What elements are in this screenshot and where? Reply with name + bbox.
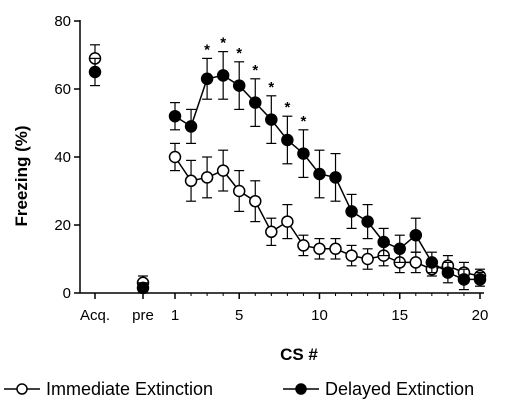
delayed-data-point [329, 171, 342, 184]
x-tick-label: 5 [235, 307, 243, 324]
significance-star: * [300, 113, 306, 130]
delayed-data-point [345, 205, 358, 218]
significance-star: * [236, 45, 242, 62]
delayed-data-point [409, 228, 423, 242]
legend-open-circle-icon [16, 383, 28, 395]
delayed-data-point [281, 133, 294, 147]
immediate-data-point [361, 252, 374, 266]
delayed-data-point [457, 273, 471, 286]
y-tick-label: 40 [54, 149, 71, 166]
x-tick-label: 20 [472, 307, 489, 324]
legend-item-immediate: Immediate Extinction [4, 379, 213, 399]
significance-star: * [268, 79, 274, 96]
delayed-data-point [313, 167, 326, 181]
delayed-data-point [425, 256, 439, 269]
delayed-data-point [393, 242, 406, 256]
legend-filled-circle-icon [295, 383, 307, 395]
delayed-data-point [200, 72, 214, 86]
delayed-data-point [473, 273, 487, 286]
significance-star: * [204, 41, 210, 58]
legend-label-immediate: Immediate Extinction [46, 379, 213, 399]
immediate-data-point [184, 174, 198, 188]
delayed-data-point [232, 79, 246, 92]
legend: Immediate Extinction Delayed Extinction [4, 379, 474, 399]
immediate-data-point [232, 184, 246, 198]
immediate-data-point [329, 242, 342, 256]
delayed-data-point [216, 69, 230, 82]
immediate-data-point [200, 171, 214, 184]
immediate-data-point [168, 150, 182, 164]
x-tick-label: 10 [311, 307, 328, 324]
y-axis-label: Freezing (%) [12, 125, 31, 226]
delayed-data-point [249, 96, 262, 109]
delayed-data-point [377, 235, 390, 249]
legend-label-delayed: Delayed Extinction [325, 379, 474, 399]
significance-star: * [284, 99, 290, 116]
delayed-data-point [168, 109, 182, 123]
immediate-data-point [313, 242, 326, 256]
x-tick-label: Acq. [80, 307, 110, 324]
legend-item-delayed: Delayed Extinction [283, 379, 474, 399]
delayed-data-point [441, 266, 455, 279]
x-tick-label: pre [132, 307, 154, 324]
delayed-data-point [361, 215, 374, 228]
immediate-data-point [297, 239, 310, 252]
immediate-data-point [409, 256, 423, 269]
x-tick-label: 15 [391, 307, 408, 324]
significance-star: * [220, 35, 226, 52]
y-tick-label: 60 [54, 81, 71, 98]
delayed-data-point [184, 120, 198, 133]
immediate-data-point [345, 249, 358, 262]
delayed-data-point [265, 113, 278, 126]
immediate-data-point [265, 225, 278, 239]
immediate-data-point [216, 164, 230, 177]
delayed-data-point [88, 65, 102, 79]
x-axis-label: CS # [280, 345, 318, 364]
y-tick-label: 80 [54, 13, 71, 30]
y-tick-label: 20 [54, 217, 71, 234]
immediate-data-point [281, 215, 294, 228]
significance-star: * [252, 62, 258, 79]
delayed-data-point [136, 281, 150, 295]
immediate-data-point [249, 194, 262, 208]
delayed-data-point [297, 147, 310, 160]
y-tick-label: 0 [63, 285, 71, 302]
x-tick-label: 1 [171, 307, 179, 324]
